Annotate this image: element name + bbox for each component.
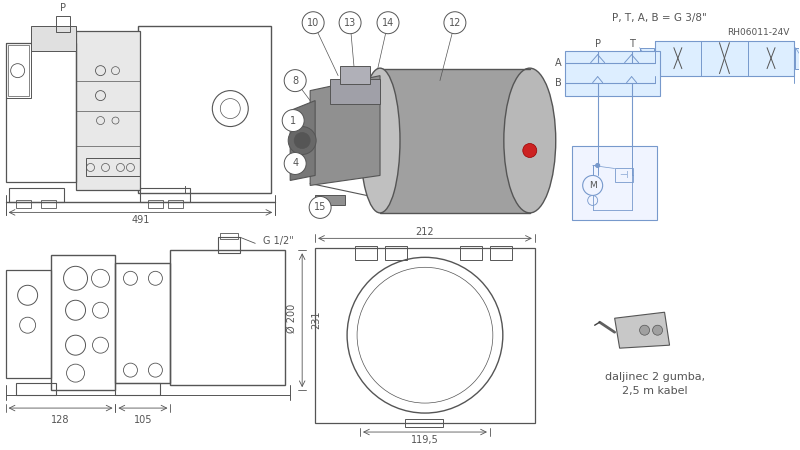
- Circle shape: [284, 70, 306, 92]
- Text: 13: 13: [344, 18, 356, 28]
- Circle shape: [309, 197, 331, 218]
- Bar: [490, 246, 512, 260]
- Bar: [572, 145, 657, 220]
- Bar: [220, 234, 238, 239]
- Bar: [16, 200, 30, 208]
- Bar: [55, 16, 70, 32]
- Bar: [170, 250, 285, 385]
- Bar: [75, 31, 141, 190]
- Text: I: I: [184, 186, 187, 197]
- Circle shape: [588, 195, 598, 205]
- Bar: [330, 79, 380, 104]
- Text: 8: 8: [292, 76, 298, 86]
- Ellipse shape: [360, 68, 400, 213]
- Text: 2,5 m kabel: 2,5 m kabel: [622, 386, 687, 396]
- Bar: [795, 48, 800, 69]
- Bar: [41, 200, 55, 208]
- Text: P: P: [59, 3, 66, 13]
- Bar: [460, 246, 482, 260]
- Text: 105: 105: [134, 415, 152, 425]
- Text: RH06011-24V: RH06011-24V: [727, 28, 790, 37]
- Bar: [748, 40, 794, 76]
- Circle shape: [302, 12, 324, 34]
- Text: 14: 14: [382, 18, 394, 28]
- Text: T: T: [629, 39, 634, 49]
- Bar: [115, 263, 170, 383]
- Circle shape: [294, 133, 310, 148]
- Circle shape: [582, 176, 602, 195]
- Bar: [315, 195, 345, 205]
- Text: 128: 128: [51, 415, 70, 425]
- Ellipse shape: [504, 68, 556, 213]
- Text: P, T, A, B = G 3/8": P, T, A, B = G 3/8": [612, 13, 707, 23]
- Circle shape: [653, 325, 662, 335]
- Bar: [385, 246, 407, 260]
- Circle shape: [596, 163, 600, 167]
- Circle shape: [282, 110, 304, 131]
- Bar: [315, 248, 534, 423]
- Text: daljinec 2 gumba,: daljinec 2 gumba,: [605, 372, 705, 382]
- Polygon shape: [380, 69, 530, 213]
- Text: B: B: [555, 77, 562, 88]
- Text: 491: 491: [131, 216, 150, 225]
- Text: 231: 231: [311, 311, 321, 329]
- Circle shape: [522, 144, 537, 158]
- Bar: [405, 419, 443, 427]
- Circle shape: [339, 12, 361, 34]
- Text: 4: 4: [292, 158, 298, 168]
- Bar: [6, 43, 30, 98]
- Text: 12: 12: [449, 18, 461, 28]
- Text: 10: 10: [307, 18, 319, 28]
- Polygon shape: [290, 101, 315, 180]
- Bar: [639, 48, 654, 69]
- Bar: [340, 66, 370, 84]
- Bar: [654, 40, 701, 76]
- Bar: [355, 246, 377, 260]
- Circle shape: [639, 325, 650, 335]
- Bar: [141, 189, 190, 202]
- Text: ⊣: ⊣: [619, 171, 628, 180]
- Bar: [86, 158, 141, 176]
- Text: Ø 200: Ø 200: [287, 304, 297, 333]
- Circle shape: [444, 12, 466, 34]
- Bar: [6, 43, 75, 182]
- Bar: [701, 40, 748, 76]
- Bar: [565, 51, 659, 95]
- Bar: [218, 237, 240, 253]
- Bar: [8, 45, 29, 95]
- Bar: [50, 255, 115, 390]
- Text: 212: 212: [416, 227, 434, 237]
- Text: A: A: [555, 58, 562, 68]
- Bar: [9, 189, 63, 202]
- Text: M: M: [589, 181, 597, 190]
- Bar: [115, 383, 161, 395]
- Bar: [614, 168, 633, 182]
- Text: 119,5: 119,5: [411, 435, 439, 445]
- Polygon shape: [310, 76, 380, 185]
- Bar: [168, 200, 183, 208]
- Bar: [654, 40, 794, 76]
- Circle shape: [284, 153, 306, 175]
- Text: G 1/2": G 1/2": [263, 236, 294, 246]
- Circle shape: [288, 126, 316, 154]
- Text: 15: 15: [314, 202, 326, 212]
- Polygon shape: [614, 312, 670, 348]
- Bar: [6, 270, 50, 378]
- Text: 1: 1: [290, 116, 296, 126]
- Text: P: P: [594, 39, 601, 49]
- Bar: [30, 26, 75, 51]
- Circle shape: [377, 12, 399, 34]
- Bar: [138, 26, 271, 194]
- Bar: [16, 383, 55, 395]
- Bar: [149, 200, 163, 208]
